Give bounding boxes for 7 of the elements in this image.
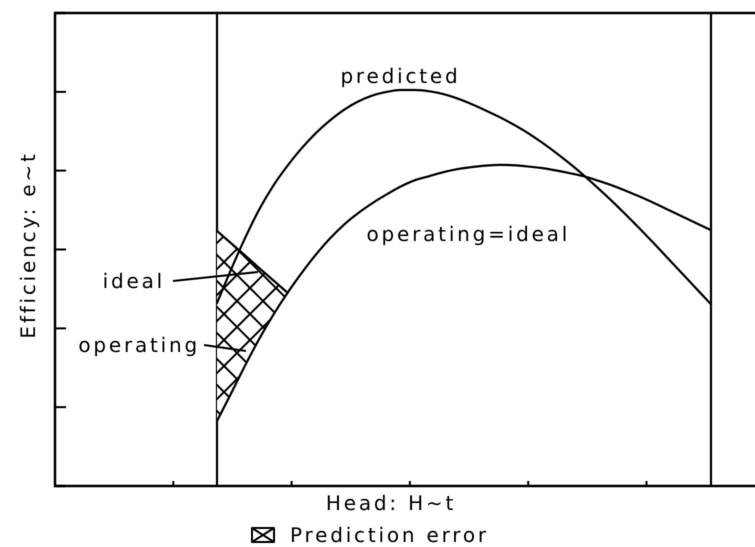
series-label: predicted	[340, 64, 461, 88]
legend-label: Prediction error	[290, 523, 489, 547]
annotation: ideal	[102, 269, 165, 293]
y-axis-title: Efficiency: e~t	[16, 151, 40, 339]
series-label: operating=ideal	[366, 222, 570, 246]
x-axis-title: Head: H~t	[326, 491, 456, 515]
annotation: operating	[78, 333, 200, 357]
